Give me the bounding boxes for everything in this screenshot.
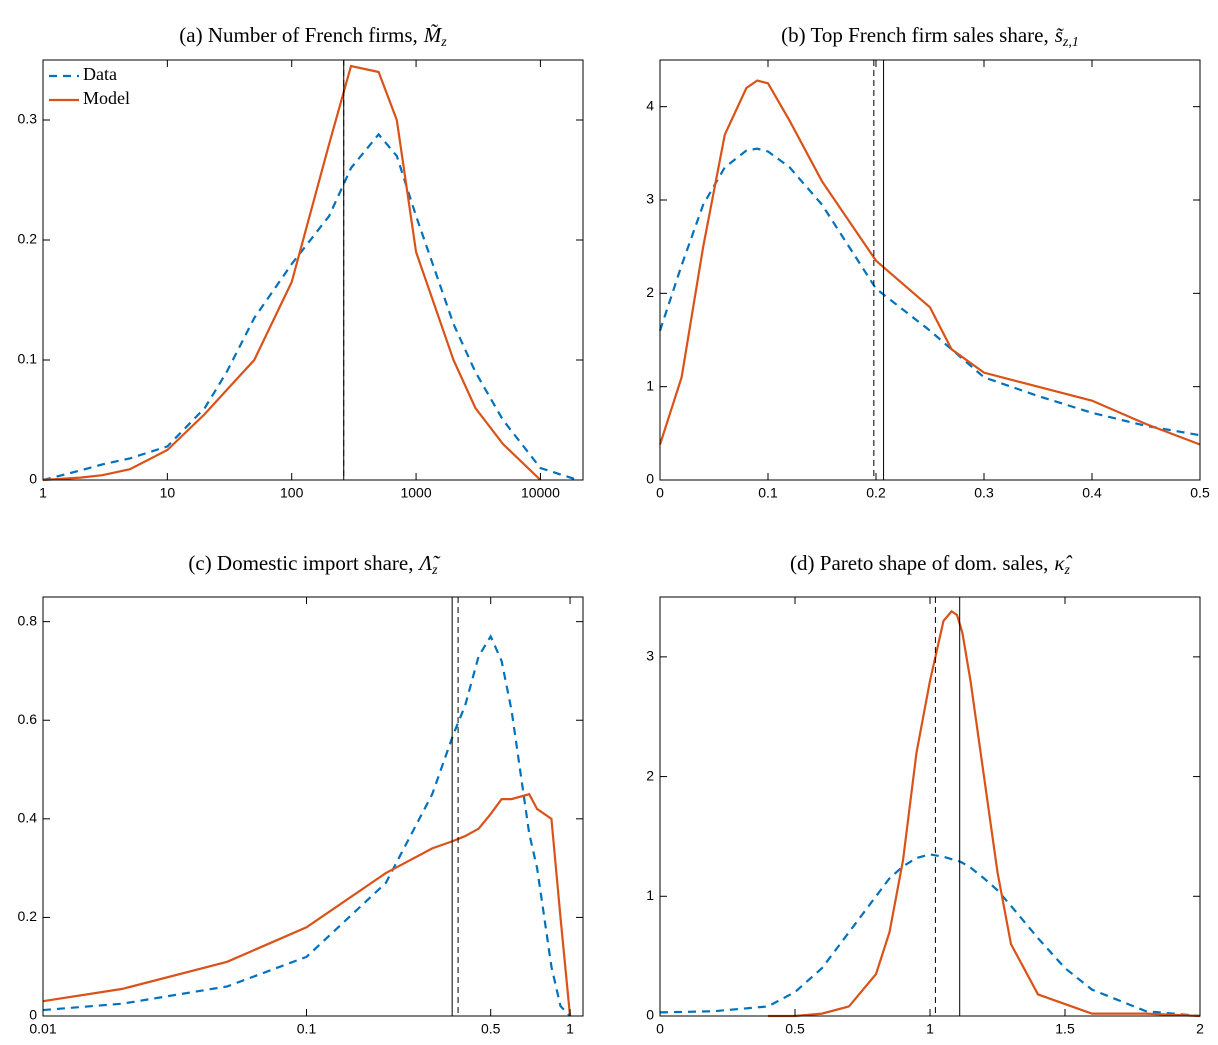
x-tick-label: 1000 — [400, 485, 431, 501]
density-line — [42, 634, 571, 1017]
x-tick-label: 1 — [39, 485, 47, 501]
x-tick-label: 2 — [1196, 1021, 1204, 1037]
density-line — [658, 147, 1201, 437]
y-tick-label: 4 — [646, 97, 654, 113]
title-subscript: z — [1064, 563, 1071, 578]
y-tick-label: 0 — [29, 1007, 37, 1023]
density-line — [42, 792, 572, 1017]
title-text: (c) Domestic import share, — [188, 551, 413, 575]
title-subscript: z — [431, 563, 438, 578]
x-tick-label: 0 — [656, 485, 664, 501]
y-tick-label: 2 — [646, 284, 654, 300]
density-line — [42, 132, 579, 482]
y-tick-label: 2 — [646, 767, 654, 783]
axes-frame — [42, 596, 584, 1017]
x-tick-label: 1.5 — [1055, 1021, 1075, 1037]
x-tick-label: 0.5 — [1190, 485, 1210, 501]
density-line — [658, 79, 1201, 446]
y-tick-label: 0.2 — [18, 231, 38, 247]
x-tick-label: 0.1 — [297, 1021, 317, 1037]
panel: (d) Pareto shape of dom. sales, κ̂z 0 0.5 1 1… — [646, 551, 1204, 1037]
title-text: (d) Pareto shape of dom. sales, — [790, 551, 1048, 575]
density-line — [768, 609, 1201, 1018]
x-tick-label: 10000 — [521, 485, 560, 501]
density-line — [42, 64, 542, 482]
y-tick-label: 0.6 — [18, 711, 38, 727]
panel-title: (c) Domestic import share, Λ̃z — [188, 551, 441, 578]
title-text: (b) Top French firm sales share, — [781, 23, 1049, 47]
x-tick-label: 0.01 — [29, 1021, 56, 1037]
x-tick-label: 0.4 — [1082, 485, 1102, 501]
y-tick-label: 0.3 — [18, 111, 38, 127]
y-tick-label: 3 — [646, 648, 654, 664]
title-symbol: M̃ — [423, 23, 443, 47]
axes-frame — [659, 596, 1201, 1017]
x-tick-label: 0.2 — [866, 485, 886, 501]
x-tick-label: 0.5 — [785, 1021, 805, 1037]
axes-frame — [659, 59, 1201, 481]
title-text: (a) Number of French firms, — [179, 23, 418, 47]
x-tick-label: 10 — [160, 485, 176, 501]
panel: (b) Top French firm sales share, s̃z,1 0 0.… — [646, 23, 1210, 501]
x-tick-label: 0.5 — [481, 1021, 501, 1037]
legend-label: Model — [83, 88, 130, 108]
title-symbol: s̃ — [1055, 23, 1065, 47]
panel: (a) Number of French firms, M̃z 1 10 100 1000… — [18, 23, 584, 501]
y-tick-label: 0.8 — [18, 612, 38, 628]
x-tick-label: 0.1 — [758, 485, 778, 501]
density-line — [659, 853, 1201, 1018]
y-tick-label: 0 — [29, 471, 37, 487]
y-tick-label: 0.1 — [18, 351, 38, 367]
y-tick-label: 1 — [646, 377, 654, 393]
y-tick-label: 0 — [646, 471, 654, 487]
title-subscript: z — [440, 35, 447, 50]
axes-frame — [42, 59, 584, 481]
y-tick-label: 1 — [646, 887, 654, 903]
panel-title: (a) Number of French firms, M̃z — [179, 23, 447, 50]
y-tick-label: 3 — [646, 191, 654, 207]
y-tick-label: 0 — [646, 1007, 654, 1023]
x-tick-label: 100 — [280, 485, 304, 501]
x-tick-label: 0.3 — [974, 485, 994, 501]
y-tick-label: 0.4 — [18, 810, 38, 826]
x-tick-label: 1 — [566, 1021, 574, 1037]
panel: (c) Domestic import share, Λ̃z 0.01 0.1 0.5 1… — [18, 551, 584, 1037]
title-subscript: z,1 — [1062, 35, 1079, 50]
panel-title: (d) Pareto shape of dom. sales, κ̂z — [790, 551, 1072, 578]
x-tick-label: 0 — [656, 1021, 664, 1037]
y-tick-label: 0.2 — [18, 908, 38, 924]
panel-title: (b) Top French firm sales share, s̃z,1 — [781, 23, 1079, 50]
x-tick-label: 1 — [926, 1021, 934, 1037]
legend-label: Data — [83, 64, 117, 84]
